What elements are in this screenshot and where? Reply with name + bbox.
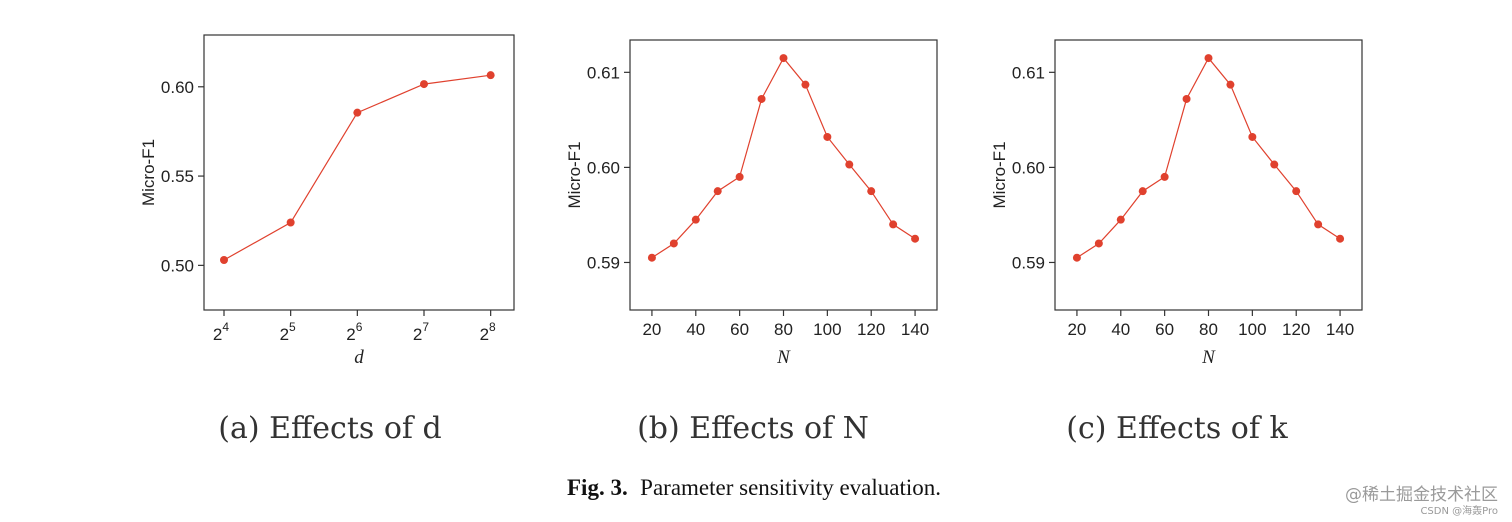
x-axis-label: d — [354, 347, 364, 368]
data-point — [1336, 234, 1345, 243]
x-tick-label: 100 — [813, 320, 841, 339]
y-tick-label: 0.61 — [587, 63, 620, 82]
x-tick-label: 25 — [280, 320, 296, 344]
x-tick-label: 26 — [346, 320, 362, 344]
caption-a: (a) Effects of d — [218, 411, 442, 446]
x-tick-label: 80 — [774, 320, 793, 339]
series-line — [651, 57, 916, 259]
x-tick-exponent: 6 — [356, 320, 363, 334]
data-point — [1292, 187, 1301, 196]
chart-0: 0.50 0.55 0.60 24 25 26 27 28 Micro-F1 d — [139, 34, 515, 368]
data-point — [647, 253, 656, 262]
x-tick-label: 80 — [1199, 320, 1218, 339]
x-tick-label: 20 — [1067, 320, 1086, 339]
data-point — [1270, 160, 1279, 169]
series-line — [223, 74, 491, 261]
data-point — [1226, 80, 1235, 89]
data-point — [801, 80, 810, 89]
data-point — [1160, 172, 1169, 181]
data-point — [779, 54, 788, 63]
x-tick-label: 40 — [686, 320, 705, 339]
x-tick-label: 120 — [857, 320, 885, 339]
x-tick-exponent: 8 — [489, 320, 496, 334]
data-point — [486, 71, 495, 80]
x-tick-label: 120 — [1282, 320, 1310, 339]
y-axis-label: Micro-F1 — [990, 141, 1009, 208]
plot-frame — [1054, 39, 1363, 311]
x-tick-label: 27 — [413, 320, 429, 344]
x-tick-label: 60 — [1155, 320, 1174, 339]
chart-1: 0.59 0.60 0.61 20 40 60 80 100 120 140 Micro-F1 N — [565, 39, 938, 368]
data-point — [889, 220, 898, 229]
data-point — [1072, 253, 1081, 262]
y-tick-label: 0.59 — [1012, 253, 1045, 272]
watermark-sub: CSDN @海轰Pro — [1420, 504, 1498, 517]
plot-frame — [629, 39, 938, 311]
data-point — [1182, 94, 1191, 103]
figure-caption-text: Parameter sensitivity evaluation. — [640, 475, 941, 500]
x-tick-label: 28 — [480, 320, 496, 344]
data-point — [845, 160, 854, 169]
data-point — [669, 239, 678, 248]
data-point — [757, 94, 766, 103]
figure-label: Fig. 3. — [567, 475, 628, 500]
data-point — [823, 132, 832, 141]
plot-frame — [203, 34, 515, 311]
data-point — [420, 80, 428, 89]
y-tick-label: 0.61 — [1012, 63, 1045, 82]
x-tick-label: 100 — [1238, 320, 1266, 339]
data-point — [1248, 132, 1257, 141]
y-tick-label: 0.60 — [161, 78, 194, 97]
y-tick-label: 0.50 — [161, 256, 194, 275]
data-point — [691, 215, 700, 224]
watermark-main: @稀土掘金技术社区 — [1345, 485, 1498, 505]
caption-c: (c) Effects of k — [1066, 411, 1288, 446]
x-axis-label: N — [776, 347, 791, 368]
data-point — [735, 172, 744, 181]
x-tick-exponent: 5 — [289, 320, 296, 334]
data-point — [911, 234, 920, 243]
x-tick-label: 60 — [730, 320, 749, 339]
y-tick-label: 0.60 — [1012, 158, 1045, 177]
y-axis-label: Micro-F1 — [139, 139, 158, 206]
caption-b: (b) Effects of N — [637, 411, 869, 446]
x-tick-label: 140 — [1326, 320, 1354, 339]
data-point — [1116, 215, 1125, 224]
series-line — [1076, 57, 1341, 259]
chart-2: 0.59 0.60 0.61 20 40 60 80 100 120 140 Micro-F1 N — [990, 39, 1363, 368]
data-point — [220, 256, 228, 264]
y-tick-label: 0.59 — [587, 253, 620, 272]
data-point — [1094, 239, 1103, 248]
data-point — [353, 108, 362, 117]
x-axis-label: N — [1201, 347, 1216, 368]
data-point — [286, 218, 295, 227]
x-tick-label: 40 — [1111, 320, 1130, 339]
figure-caption: Fig. 3. Parameter sensitivity evaluation… — [567, 475, 941, 500]
data-point — [1204, 54, 1213, 63]
x-tick-exponent: 4 — [222, 320, 229, 334]
data-point — [1314, 220, 1323, 229]
data-point — [867, 187, 876, 196]
x-tick-label: 24 — [213, 320, 229, 344]
y-tick-label: 0.55 — [161, 167, 194, 186]
y-tick-label: 0.60 — [587, 158, 620, 177]
data-point — [713, 187, 722, 196]
data-point — [1138, 187, 1147, 196]
y-axis-label: Micro-F1 — [565, 141, 584, 208]
x-tick-exponent: 7 — [422, 320, 429, 334]
x-tick-label: 20 — [642, 320, 661, 339]
x-tick-label: 140 — [901, 320, 929, 339]
